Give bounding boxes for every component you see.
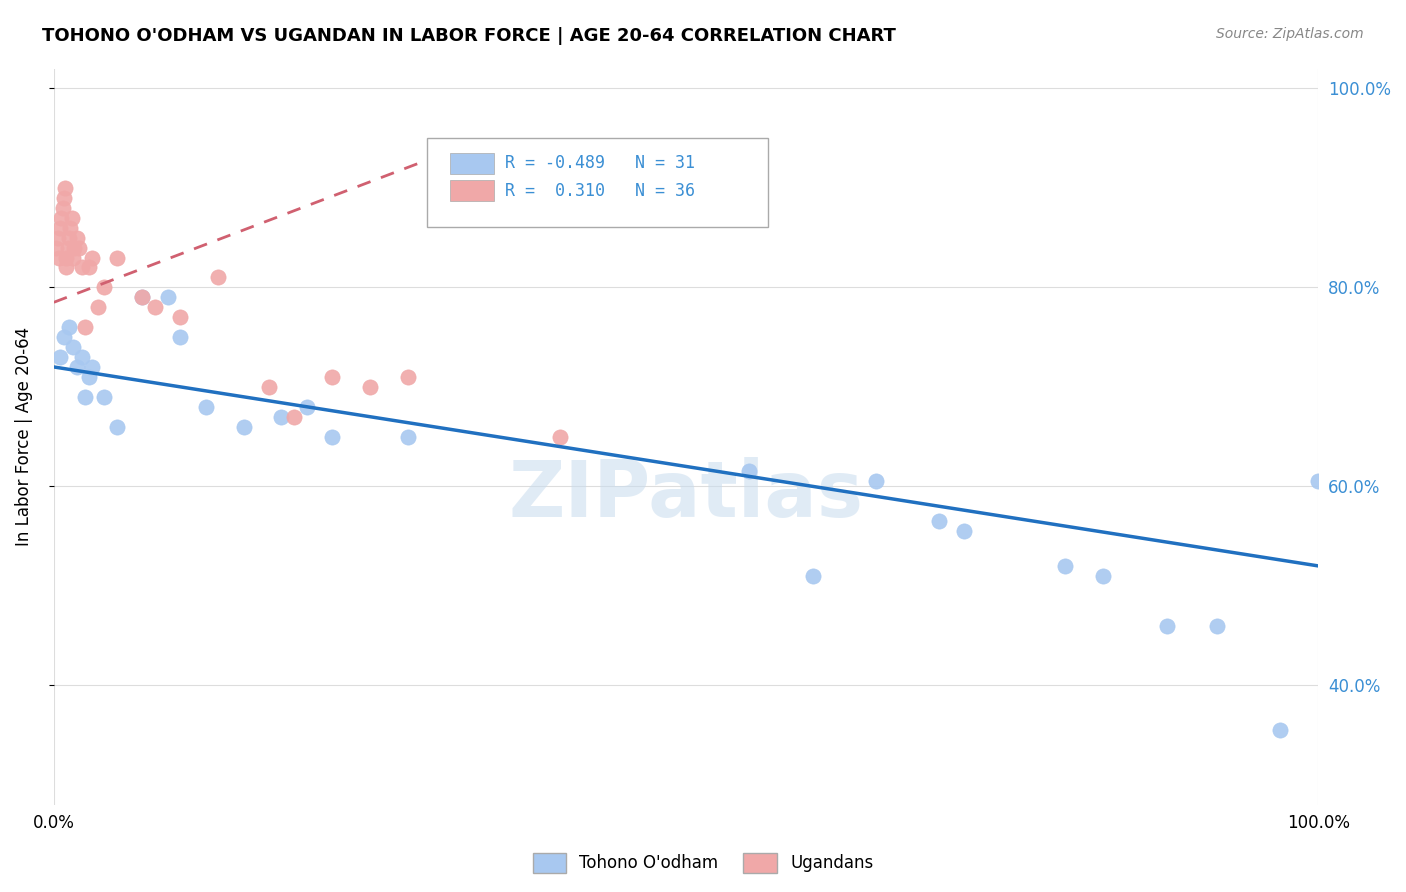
Point <box>65 359 87 374</box>
Point <box>321 429 343 443</box>
Point <box>70 260 93 275</box>
Point <box>548 429 571 443</box>
Point <box>52 191 75 205</box>
Point <box>1092 569 1115 583</box>
Point <box>169 310 191 325</box>
Point <box>75 390 97 404</box>
Point <box>1156 618 1178 632</box>
Point <box>55 251 77 265</box>
Point <box>77 260 100 275</box>
Point <box>67 241 90 255</box>
Point <box>359 380 381 394</box>
Point <box>194 400 217 414</box>
Point <box>105 419 128 434</box>
Point <box>93 280 115 294</box>
Point <box>207 270 229 285</box>
Point <box>1270 723 1292 737</box>
Point <box>80 251 103 265</box>
Point <box>283 409 305 424</box>
Point <box>75 320 97 334</box>
Bar <box>450 153 494 174</box>
Point <box>58 230 80 244</box>
Point <box>232 419 254 434</box>
Point <box>131 290 153 304</box>
Point <box>80 359 103 374</box>
Point <box>58 320 80 334</box>
Point <box>131 290 153 304</box>
Point <box>59 220 82 235</box>
Point <box>70 350 93 364</box>
FancyBboxPatch shape <box>427 138 768 227</box>
Point <box>295 400 318 414</box>
Bar <box>450 180 494 201</box>
Point <box>48 251 70 265</box>
Point <box>87 300 110 314</box>
Point <box>93 390 115 404</box>
Point <box>321 370 343 384</box>
Point <box>865 475 887 489</box>
Point <box>55 260 77 275</box>
Legend: Tohono O'odham, Ugandans: Tohono O'odham, Ugandans <box>526 847 880 880</box>
Point <box>169 330 191 344</box>
Point <box>65 230 87 244</box>
Point <box>396 429 419 443</box>
Text: R =  0.310   N = 36: R = 0.310 N = 36 <box>505 182 695 200</box>
Point <box>53 181 76 195</box>
Text: ZIPatlas: ZIPatlas <box>509 458 863 533</box>
Point <box>928 514 950 528</box>
Point <box>738 464 761 478</box>
Point <box>52 201 75 215</box>
Point <box>143 300 166 314</box>
Point <box>60 211 83 225</box>
Point <box>1054 558 1077 573</box>
Point <box>45 241 67 255</box>
Point <box>56 241 79 255</box>
Point <box>46 230 69 244</box>
Point <box>396 370 419 384</box>
Text: R = -0.489   N = 31: R = -0.489 N = 31 <box>505 154 695 172</box>
Point <box>270 409 292 424</box>
Point <box>1206 618 1229 632</box>
Point <box>62 340 84 354</box>
Text: TOHONO O'ODHAM VS UGANDAN IN LABOR FORCE | AGE 20-64 CORRELATION CHART: TOHONO O'ODHAM VS UGANDAN IN LABOR FORCE… <box>42 27 896 45</box>
Point <box>1308 475 1330 489</box>
Point <box>52 330 75 344</box>
Y-axis label: In Labor Force | Age 20-64: In Labor Force | Age 20-64 <box>15 327 32 546</box>
Point <box>447 151 470 165</box>
Point <box>953 524 976 538</box>
Point <box>49 220 72 235</box>
Point <box>801 569 824 583</box>
Point <box>63 241 86 255</box>
Point <box>257 380 280 394</box>
Point <box>105 251 128 265</box>
Point <box>49 350 72 364</box>
Point <box>156 290 179 304</box>
Text: Source: ZipAtlas.com: Source: ZipAtlas.com <box>1216 27 1364 41</box>
Point <box>62 251 84 265</box>
Point <box>51 211 73 225</box>
Point <box>77 370 100 384</box>
